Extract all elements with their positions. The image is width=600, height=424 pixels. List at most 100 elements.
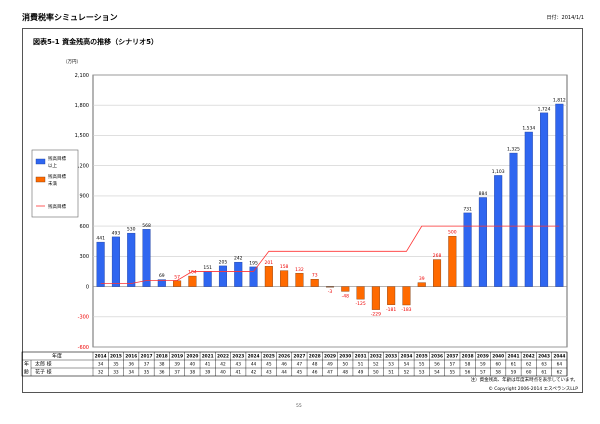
table-year: 2024 (248, 354, 260, 360)
table-cell: 38 (190, 370, 196, 376)
bar-2033 (387, 286, 396, 305)
table-cell: 34 (98, 362, 104, 368)
data-label: 158 (280, 264, 289, 270)
data-label: 195 (249, 260, 258, 266)
data-label: 268 (433, 253, 442, 259)
figure-title: 図表5-1 資金残高の推移（シナリオ5） (33, 38, 158, 46)
data-label: 242 (234, 256, 243, 262)
y-tick-label: 2,100 (75, 73, 89, 79)
bar-2036 (433, 259, 442, 287)
table-cell: 53 (419, 370, 425, 376)
table-year: 2032 (370, 354, 382, 360)
table-year: 2015 (110, 354, 122, 360)
bar-2018 (157, 279, 166, 287)
y-tick-label: 300 (79, 254, 89, 260)
table-cell: 42 (220, 362, 226, 368)
y-tick-label: 600 (79, 224, 89, 230)
y-tick-label: 1,500 (75, 133, 89, 139)
bar-2043 (540, 112, 549, 287)
data-label: 1,325 (507, 147, 520, 153)
data-label: -48 (342, 293, 349, 299)
plot-area (92, 74, 568, 348)
table-year: 2030 (339, 354, 351, 360)
legend-label-above: 残高目標 (48, 155, 66, 162)
table-cell: 48 (312, 362, 318, 368)
copyright: © Copyright 2006-2014 エスペランスLLP (488, 387, 578, 392)
data-label: 201 (265, 260, 274, 266)
table-cell: 52 (404, 370, 410, 376)
table-cell: 57 (450, 362, 456, 368)
table-cell: 51 (388, 370, 394, 376)
table-cell: 46 (281, 362, 287, 368)
table-cell: 56 (465, 370, 471, 376)
data-label: 500 (448, 230, 457, 236)
table-cell: 41 (236, 370, 242, 376)
bar-2035 (417, 282, 426, 287)
table-cell: 51 (358, 362, 364, 368)
table-cell: 44 (281, 370, 287, 376)
data-label: 39 (419, 276, 425, 282)
table-cell: 63 (541, 362, 547, 368)
table-year: 2029 (324, 354, 336, 360)
table-cell: 43 (266, 370, 272, 376)
table-cell: 40 (190, 362, 196, 368)
data-label: 568 (142, 223, 151, 229)
table-cell: 50 (373, 370, 379, 376)
table-year: 2023 (232, 354, 244, 360)
bar-2015 (111, 236, 120, 287)
table-cell: 57 (480, 370, 486, 376)
bar-2019 (173, 280, 182, 287)
data-label: 205 (219, 259, 228, 265)
legend-label-target: 残高目標 (48, 203, 66, 210)
table-cell: 39 (205, 370, 211, 376)
table-group-label-2: 齢 (24, 369, 29, 376)
data-label: 530 (127, 227, 136, 233)
table-year: 2040 (492, 354, 504, 360)
table-year: 2034 (400, 354, 412, 360)
table-cell: 54 (404, 362, 410, 368)
table-cell: 62 (557, 370, 563, 376)
data-label: -183 (401, 307, 411, 313)
y-tick-label: -300 (78, 315, 89, 321)
bar-2038 (463, 212, 472, 287)
bar-2025 (264, 266, 273, 287)
table-year: 2044 (553, 354, 565, 360)
bar-2032 (371, 286, 380, 310)
table-cell: 45 (297, 370, 303, 376)
table-year: 2028 (309, 354, 321, 360)
data-label: 884 (479, 191, 488, 197)
y-tick-label: 1,800 (75, 103, 89, 109)
table-cell: 39 (174, 362, 180, 368)
y-tick-label: -600 (78, 345, 89, 351)
y-axis-unit: （万円） (63, 60, 81, 65)
table-year: 2036 (431, 354, 443, 360)
legend-label-below-2: 未満 (48, 180, 57, 187)
table-cell: 59 (511, 370, 517, 376)
bar-2030 (341, 286, 350, 292)
table-year: 2027 (293, 354, 305, 360)
data-label: 1,534 (522, 126, 535, 132)
footnote: 注）資金残高、年齢は年度末時点を表示しています。 (470, 378, 578, 383)
table-cell: 48 (343, 370, 349, 376)
data-label: -125 (355, 301, 365, 307)
table-cell: 35 (113, 362, 119, 368)
table-cell: 59 (480, 362, 486, 368)
table-cell: 37 (144, 362, 150, 368)
bar-2037 (448, 235, 457, 287)
table-year: 2021 (202, 354, 214, 360)
table-cell: 37 (174, 370, 180, 376)
table-cell: 62 (526, 362, 532, 368)
data-label: 73 (312, 273, 318, 279)
table-cell: 50 (343, 362, 349, 368)
bar-2041 (509, 152, 518, 287)
table-year: 2041 (507, 354, 519, 360)
table-cell: 52 (373, 362, 379, 368)
bar-2027 (295, 273, 304, 287)
bar-2031 (356, 286, 365, 300)
bar-2023 (234, 261, 243, 287)
table-year: 2017 (141, 354, 153, 360)
table-cell: 56 (434, 362, 440, 368)
legend-swatch-below (35, 176, 46, 183)
table-cell: 49 (327, 362, 333, 368)
table-year: 2042 (523, 354, 535, 360)
